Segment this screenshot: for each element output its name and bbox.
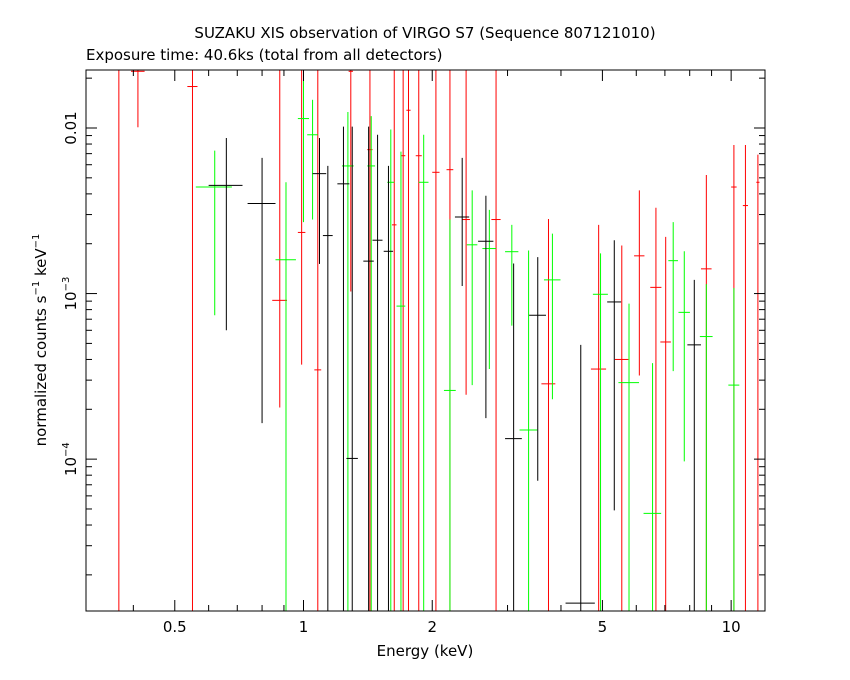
chart-title: SUZAKU XIS observation of VIRGO S7 (Sequ… [194,24,655,42]
data-point [383,165,394,611]
data-point [400,70,406,611]
data-point [614,245,629,611]
series-0 [111,69,760,611]
data-point [418,134,429,611]
data-point [275,182,296,611]
data-point [131,70,145,128]
y-tick-label-exponent: −4 [61,442,72,457]
data-point [462,70,470,395]
data-point [650,207,662,611]
data-point [565,344,595,611]
y-tick-label-exponent: −3 [61,277,72,292]
data-point [372,134,383,611]
data-point [322,165,333,611]
data-point [391,70,397,611]
data-point [208,138,243,331]
y-tick-label: 0.01 [62,111,80,144]
data-point [618,303,640,611]
data-point [519,250,538,611]
data-point [491,70,501,611]
data-point [348,70,353,292]
data-point [346,126,358,611]
y-tick-label-base: 0.01 [62,111,80,144]
data-point [367,70,373,611]
data-point [443,219,456,611]
data-point [543,233,561,400]
data-point [297,70,309,223]
data-point [432,70,440,611]
y-tick-label: 10−3 [61,277,80,311]
data-point [314,70,322,611]
data-point [337,126,350,611]
data-point [529,257,546,481]
data-point [297,70,306,365]
data-point [505,263,522,611]
x-tick-label: 1 [299,618,309,636]
y-axis-label-exponent-2: −1 [31,234,42,249]
x-tick-label: 5 [598,618,608,636]
y-tick-label-base: 10 [62,457,80,476]
data-point [699,284,713,611]
x-tick-label: 2 [427,618,437,636]
data-point [312,138,327,264]
data-point [482,209,497,370]
y-tick-label: 10−4 [61,442,80,476]
data-point [592,253,608,611]
series-2 [208,126,701,611]
data-point [634,190,645,376]
data-point [607,240,622,511]
data-point [363,126,374,611]
x-tick-label: 10 [722,618,741,636]
data-point [678,251,690,462]
y-axis-label-unit: keV [32,248,50,281]
axis-ticks [86,70,765,611]
data-point [541,219,556,611]
data-point [643,363,662,611]
data-point [756,154,760,611]
data-point [478,195,494,419]
data-point [590,224,607,611]
data-point [466,190,478,386]
data-point [505,224,519,326]
y-tick-label-base: 10 [62,291,80,310]
x-axis-label: Energy (keV) [377,642,474,660]
y-axis-label-prefix: normalized counts s [32,295,50,446]
data-point [187,70,198,611]
data-point [247,157,276,424]
data-point [742,144,748,611]
data-point [454,157,470,287]
x-tick-label: 0.5 [163,618,187,636]
data-point [406,70,411,611]
y-axis-label: normalized counts s−1 keV−1 [31,234,50,447]
data-point [660,236,671,611]
y-axis-label-exponent-1: −1 [31,281,42,296]
data-point [668,222,678,372]
chart-subtitle: Exposure time: 40.6ks (total from all de… [86,46,442,64]
data-series-layer [111,69,760,611]
plot-frame [85,69,766,612]
data-point [687,279,701,611]
data-point [111,69,127,611]
data-point [728,288,740,611]
data-point [272,70,288,408]
data-point [396,151,406,611]
data-point [307,99,318,220]
series-1 [195,70,740,611]
data-point [415,70,422,611]
